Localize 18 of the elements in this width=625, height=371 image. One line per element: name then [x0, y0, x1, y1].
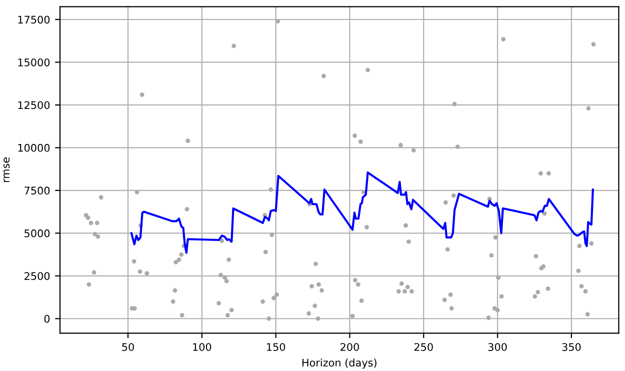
y-tick-label: 17500: [18, 16, 50, 24]
x-tick-label: 50: [122, 343, 134, 351]
x-tick-label: 150: [267, 343, 286, 351]
x-axis-title: Horizon (days): [302, 358, 376, 369]
y-tick-label: 15000: [18, 58, 50, 66]
y-tick-label: 10000: [18, 144, 50, 152]
x-tick-label: 350: [562, 343, 581, 351]
y-tick-label: 7500: [24, 186, 50, 195]
x-tick-label: 250: [414, 343, 433, 351]
y-tick-label: 12500: [18, 101, 50, 110]
y-tick-label: 2500: [24, 272, 50, 280]
x-tick-label: 200: [340, 343, 359, 351]
line-series: [130, 171, 594, 254]
x-tick-label: 100: [193, 343, 212, 351]
y-tick-label: 5000: [24, 229, 50, 238]
y-tick-label: 0: [44, 314, 50, 323]
x-tick-label: 300: [488, 343, 507, 351]
y-axis-title: rmse: [4, 157, 10, 182]
